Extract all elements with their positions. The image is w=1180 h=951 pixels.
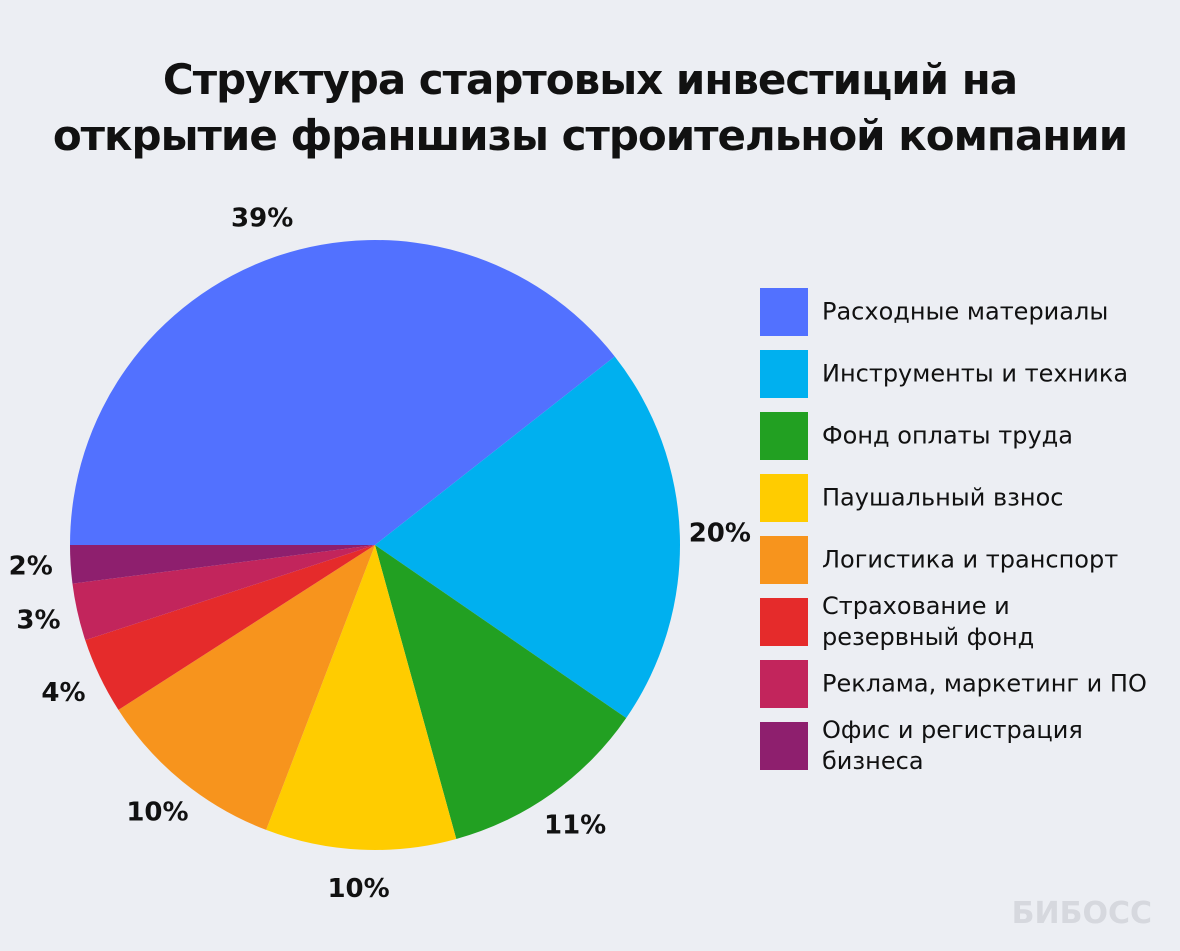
pie-slice [70, 239, 615, 545]
chart-title: Структура стартовых инвестиций на открыт… [52, 55, 1128, 160]
legend-swatch [760, 536, 808, 584]
legend-label: Фонд оплаты труда [822, 421, 1073, 450]
legend-swatch [760, 598, 808, 646]
legend-label: Расходные материалы [822, 297, 1109, 326]
pie-slice [72, 545, 375, 641]
pie-slice [85, 545, 376, 710]
value-label: 10% [327, 874, 389, 904]
legend-label: Логистика и транспорт [822, 545, 1119, 574]
legend-label: Инструменты и техника [822, 359, 1129, 388]
legend-swatch [760, 288, 808, 336]
pie-slice [375, 545, 627, 839]
legend-label: Паушальный взнос [822, 483, 1064, 512]
legend-swatch [760, 722, 808, 770]
value-label: 11% [544, 811, 606, 841]
legend-label: Страхование и резервный фонд [822, 592, 1035, 651]
legend-label: Реклама, маркетинг и ПО [822, 669, 1147, 698]
value-label: 4% [41, 678, 85, 708]
pie-slice [266, 545, 457, 850]
legend-swatch [760, 350, 808, 398]
value-label: 39% [231, 203, 293, 233]
value-label: 10% [126, 797, 188, 827]
pie-slice [375, 356, 680, 718]
pie-slice [70, 545, 375, 584]
value-label: 3% [16, 606, 60, 636]
legend-label: Офис и регистрация бизнеса [822, 716, 1083, 775]
pie-slice [118, 545, 376, 830]
legend-swatch [760, 660, 808, 708]
value-label: 20% [689, 519, 751, 549]
legend-swatch [760, 474, 808, 522]
watermark: БИБОСС [1011, 896, 1152, 931]
legend-swatch [760, 412, 808, 460]
value-label: 2% [9, 551, 53, 581]
